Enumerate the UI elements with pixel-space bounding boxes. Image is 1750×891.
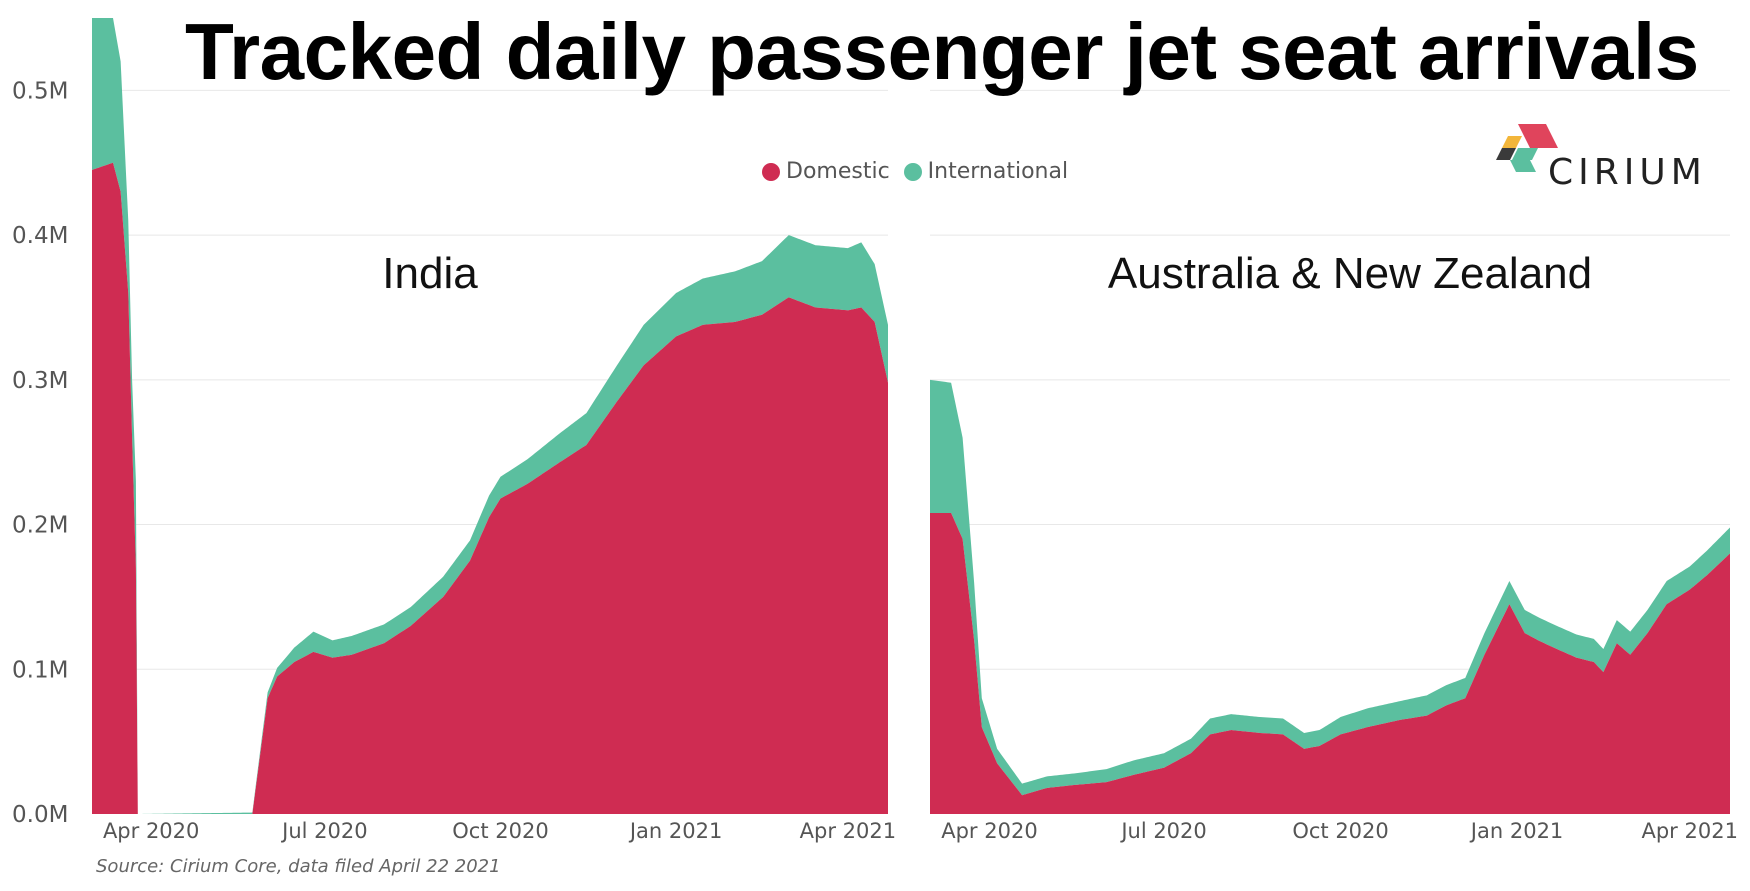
y-tick-label: 0.1M [12,657,68,683]
x-tick-label: Oct 2020 [1292,819,1388,843]
legend-label-international: International [927,159,1069,184]
series-domestic-area [930,512,1730,814]
panel-1: Australia & New Zealand Apr 2020 Jul 2020 O… [930,249,1738,843]
x-tick-label: Apr 2021 [800,819,896,843]
grid-layer [92,89,1730,670]
y-tick-label: 0.2M [12,513,68,539]
legend-swatch-international [903,162,922,181]
x-tick-label: Jul 2020 [280,819,367,843]
y-tick-label: 0.0M [12,802,68,828]
source-note: Source: Cirium Core, data filed April 22… [96,856,501,877]
panel-title-0: India [382,249,478,298]
series-domestic-area [92,162,888,815]
y-axis: 0.0M 0.1M 0.2M 0.3M 0.4M 0.5M [12,78,68,828]
y-tick-label: 0.4M [12,223,68,249]
panel-0: India Apr 2020 Jul 2020 Oct 2020 Jan 2021 Apr… [92,18,896,843]
x-tick-label: Jan 2021 [1469,819,1564,843]
x-tick-label: Oct 2020 [452,819,548,843]
y-tick-label: 0.5M [12,78,68,104]
legend-item-international: International [903,159,1069,184]
legend-item-domestic: Domestic [762,159,890,184]
y-tick-label: 0.3M [12,368,68,394]
x-tick-label: Apr 2020 [941,819,1037,843]
legend: Domestic International [762,159,1076,184]
legend-label-domestic: Domestic [786,159,890,184]
cirium-logo-icon [1496,124,1558,172]
x-tick-label: Jan 2021 [628,819,723,843]
chart-title: Tracked daily passenger jet seat arrival… [185,7,1699,96]
x-tick-label: Jul 2020 [1119,819,1206,843]
legend-swatch-domestic [762,162,780,181]
panel-title-1: Australia & New Zealand [1108,249,1592,298]
x-tick-label: Apr 2021 [1641,819,1737,843]
x-tick-label: Apr 2020 [103,819,199,843]
panels: India Apr 2020 Jul 2020 Oct 2020 Jan 2021 Apr… [92,18,1738,843]
logo-text: CIRIUM [1548,152,1707,193]
